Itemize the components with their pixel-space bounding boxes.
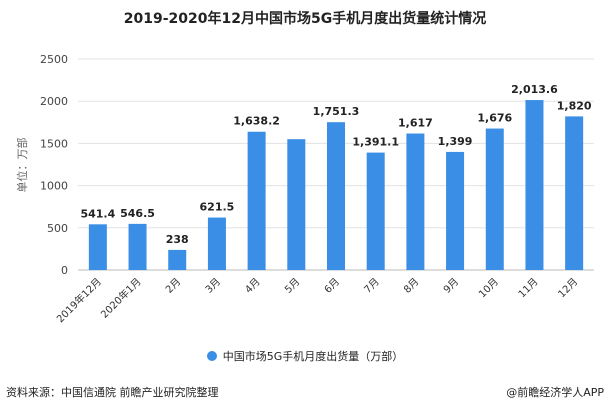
y-tick-label: 500 — [47, 222, 68, 235]
bar — [366, 152, 385, 270]
bar — [88, 224, 107, 270]
y-tick-label: 1000 — [40, 180, 68, 193]
x-tick-label: 9月 — [441, 276, 461, 296]
data-label: 1,820 — [557, 99, 592, 112]
legend-swatch — [206, 351, 217, 361]
x-tick-label: 11月 — [516, 276, 541, 301]
bar — [446, 151, 465, 270]
x-tick-label: 8月 — [401, 276, 421, 296]
y-tick-label: 0 — [61, 264, 68, 277]
x-tick-label: 7月 — [362, 276, 382, 296]
x-tick-label: 2月 — [163, 276, 183, 296]
x-tick-label: 6月 — [322, 276, 342, 296]
data-label: 1,638.2 — [233, 115, 280, 128]
bar — [406, 133, 425, 270]
x-tick-label: 5月 — [282, 276, 302, 296]
y-tick-label: 1500 — [40, 137, 68, 150]
bar — [207, 217, 226, 270]
bar — [247, 131, 266, 270]
x-tick-label: 4月 — [243, 276, 263, 296]
legend: 中国市场5G手机月度出货量（万部） — [0, 348, 610, 364]
x-tick-label: 10月 — [476, 276, 501, 301]
data-label: 1,751.3 — [313, 105, 360, 118]
data-label: 541.4 — [80, 207, 115, 220]
x-tick-label: 12月 — [556, 276, 581, 301]
bar — [128, 223, 147, 270]
data-label: 1,391.1 — [352, 136, 399, 149]
data-label: 238 — [166, 233, 189, 246]
y-axis-label: 单位：万部 — [15, 138, 29, 193]
data-label: 546.5 — [120, 207, 155, 220]
bar — [168, 249, 187, 270]
brand-credit: @前瞻经济学人APP — [506, 386, 604, 399]
bar — [525, 100, 544, 271]
data-label: 1,617 — [398, 117, 433, 130]
source-note: 资料来源：中国信通院 前瞻产业研究院整理 — [6, 386, 219, 399]
data-label: 1,676 — [477, 112, 512, 125]
data-label: 1,399 — [438, 135, 473, 148]
bar — [565, 116, 584, 270]
x-tick-label: 2020年1月 — [98, 275, 144, 321]
bar — [327, 122, 345, 270]
data-label: 2,013.6 — [511, 83, 558, 96]
y-tick-label: 2000 — [40, 95, 68, 108]
bar — [287, 139, 306, 270]
y-tick-label: 2500 — [40, 53, 68, 66]
legend-label: 中国市场5G手机月度出货量（万部） — [222, 350, 404, 363]
x-tick-label: 2019年12月 — [54, 275, 104, 325]
data-label: 621.5 — [200, 201, 235, 214]
x-tick-label: 3月 — [203, 276, 223, 296]
bar — [485, 128, 504, 270]
chart-title: 2019-2020年12月中国市场5G手机月度出货量统计情况 — [123, 11, 487, 27]
